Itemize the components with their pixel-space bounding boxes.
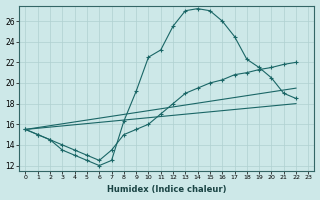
X-axis label: Humidex (Indice chaleur): Humidex (Indice chaleur) [107, 185, 227, 194]
